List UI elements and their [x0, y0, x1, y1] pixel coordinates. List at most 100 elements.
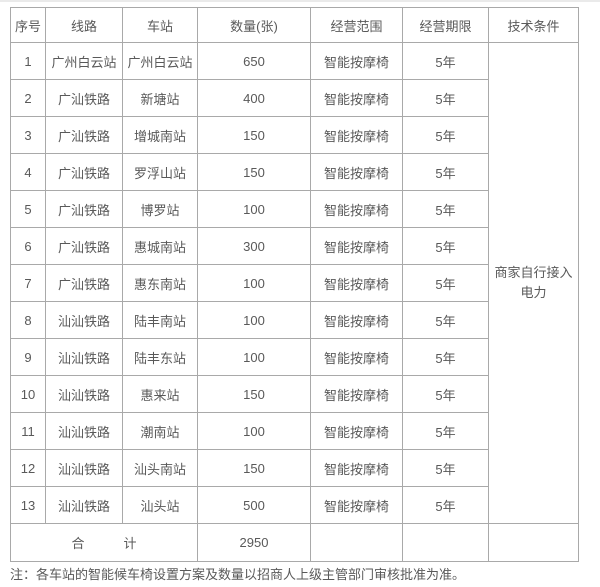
total-tech-cell-empty — [488, 523, 579, 562]
cell-scope: 智能按摩椅 — [310, 190, 403, 228]
col-header-term: 经营期限 — [402, 7, 489, 43]
table-row: 11 汕汕铁路 潮南站 100 智能按摩椅 5年 — [10, 412, 579, 450]
cell-scope: 智能按摩椅 — [310, 449, 403, 487]
cell-qty: 150 — [197, 116, 311, 154]
cell-scope: 智能按摩椅 — [310, 153, 403, 191]
cell-no: 5 — [10, 190, 46, 228]
cell-station: 博罗站 — [122, 190, 198, 228]
cell-line: 汕汕铁路 — [45, 375, 123, 413]
cell-line: 汕汕铁路 — [45, 301, 123, 339]
cell-qty: 500 — [197, 486, 311, 524]
cell-station: 罗浮山站 — [122, 153, 198, 191]
cell-scope: 智能按摩椅 — [310, 375, 403, 413]
cell-line: 广汕铁路 — [45, 79, 123, 117]
cell-line: 汕汕铁路 — [45, 486, 123, 524]
table-row: 13 汕汕铁路 汕头站 500 智能按摩椅 5年 — [10, 486, 579, 524]
table-row: 6 广汕铁路 惠城南站 300 智能按摩椅 5年 — [10, 227, 579, 265]
cell-line: 广汕铁路 — [45, 116, 123, 154]
footnote: 注：各车站的智能候车椅设置方案及数量以招商人上级主管部门审核批准为准。 — [10, 567, 466, 582]
cell-scope: 智能按摩椅 — [310, 227, 403, 265]
cell-qty: 100 — [197, 338, 311, 376]
cell-station: 潮南站 — [122, 412, 198, 450]
table-row: 1 广州白云站 广州白云站 650 智能按摩椅 5年 商家自行接入电力 — [10, 42, 579, 524]
table-row: 7 广汕铁路 惠东南站 100 智能按摩椅 5年 — [10, 264, 579, 302]
cell-qty: 100 — [197, 301, 311, 339]
cell-no: 1 — [10, 42, 46, 80]
cell-station: 汕头南站 — [122, 449, 198, 487]
cell-station: 惠城南站 — [122, 227, 198, 265]
total-scope-cell-empty — [310, 523, 403, 562]
cell-qty: 100 — [197, 412, 311, 450]
cell-term: 5年 — [402, 79, 489, 117]
cell-term: 5年 — [402, 227, 489, 265]
cell-no: 6 — [10, 227, 46, 265]
cell-line: 广汕铁路 — [45, 190, 123, 228]
total-row: 合 计 2950 — [10, 523, 579, 562]
cell-scope: 智能按摩椅 — [310, 264, 403, 302]
table-row: 9 汕汕铁路 陆丰东站 100 智能按摩椅 5年 — [10, 338, 579, 376]
col-header-index: 序号 — [10, 7, 46, 43]
cell-term: 5年 — [402, 190, 489, 228]
col-header-station: 车站 — [122, 7, 198, 43]
cell-term: 5年 — [402, 412, 489, 450]
cell-line: 汕汕铁路 — [45, 338, 123, 376]
total-label-cell: 合 计 — [10, 523, 198, 562]
table-row: 10 汕汕铁路 惠来站 150 智能按摩椅 5年 — [10, 375, 579, 413]
tech-condition-text: 商家自行接入电力 — [494, 265, 573, 300]
cell-line: 汕汕铁路 — [45, 412, 123, 450]
cell-term: 5年 — [402, 301, 489, 339]
cell-line: 广汕铁路 — [45, 153, 123, 191]
cell-line: 广汕铁路 — [45, 227, 123, 265]
cell-scope: 智能按摩椅 — [310, 301, 403, 339]
total-qty-cell: 2950 — [197, 523, 311, 562]
cell-no: 9 — [10, 338, 46, 376]
cell-line: 广汕铁路 — [45, 264, 123, 302]
col-header-tech-condition: 技术条件 — [488, 7, 579, 43]
cell-scope: 智能按摩椅 — [310, 486, 403, 524]
cell-scope: 智能按摩椅 — [310, 116, 403, 154]
cell-scope: 智能按摩椅 — [310, 79, 403, 117]
cell-term: 5年 — [402, 116, 489, 154]
cell-scope: 智能按摩椅 — [310, 412, 403, 450]
tech-condition-merged-cell: 商家自行接入电力 — [488, 42, 579, 524]
cell-term: 5年 — [402, 153, 489, 191]
cell-qty: 400 — [197, 79, 311, 117]
cell-station: 新塘站 — [122, 79, 198, 117]
cell-scope: 智能按摩椅 — [310, 42, 403, 80]
cell-line: 汕汕铁路 — [45, 449, 123, 487]
station-massage-chair-table: 序号 线路 车站 数量(张) 经营范围 经营期限 技术条件 1 广州白云站 广州… — [10, 7, 579, 562]
cell-term: 5年 — [402, 375, 489, 413]
cell-no: 13 — [10, 486, 46, 524]
top-divider — [0, 0, 600, 2]
cell-line: 广州白云站 — [45, 42, 123, 80]
cell-qty: 300 — [197, 227, 311, 265]
cell-no: 8 — [10, 301, 46, 339]
cell-qty: 150 — [197, 153, 311, 191]
cell-no: 4 — [10, 153, 46, 191]
cell-no: 11 — [10, 412, 46, 450]
cell-station: 汕头站 — [122, 486, 198, 524]
cell-no: 12 — [10, 449, 46, 487]
cell-no: 10 — [10, 375, 46, 413]
table-row: 5 广汕铁路 博罗站 100 智能按摩椅 5年 — [10, 190, 579, 228]
cell-no: 7 — [10, 264, 46, 302]
cell-no: 2 — [10, 79, 46, 117]
cell-qty: 100 — [197, 264, 311, 302]
cell-term: 5年 — [402, 449, 489, 487]
col-header-quantity: 数量(张) — [197, 7, 311, 43]
col-header-line: 线路 — [45, 7, 123, 43]
cell-scope: 智能按摩椅 — [310, 338, 403, 376]
table-row: 4 广汕铁路 罗浮山站 150 智能按摩椅 5年 — [10, 153, 579, 191]
total-term-cell-empty — [402, 523, 489, 562]
cell-station: 陆丰南站 — [122, 301, 198, 339]
col-header-business-scope: 经营范围 — [310, 7, 403, 43]
header-row: 序号 线路 车站 数量(张) 经营范围 经营期限 技术条件 — [10, 7, 579, 43]
cell-term: 5年 — [402, 486, 489, 524]
cell-no: 3 — [10, 116, 46, 154]
cell-station: 惠来站 — [122, 375, 198, 413]
cell-qty: 650 — [197, 42, 311, 80]
cell-term: 5年 — [402, 338, 489, 376]
cell-term: 5年 — [402, 264, 489, 302]
table-row: 12 汕汕铁路 汕头南站 150 智能按摩椅 5年 — [10, 449, 579, 487]
